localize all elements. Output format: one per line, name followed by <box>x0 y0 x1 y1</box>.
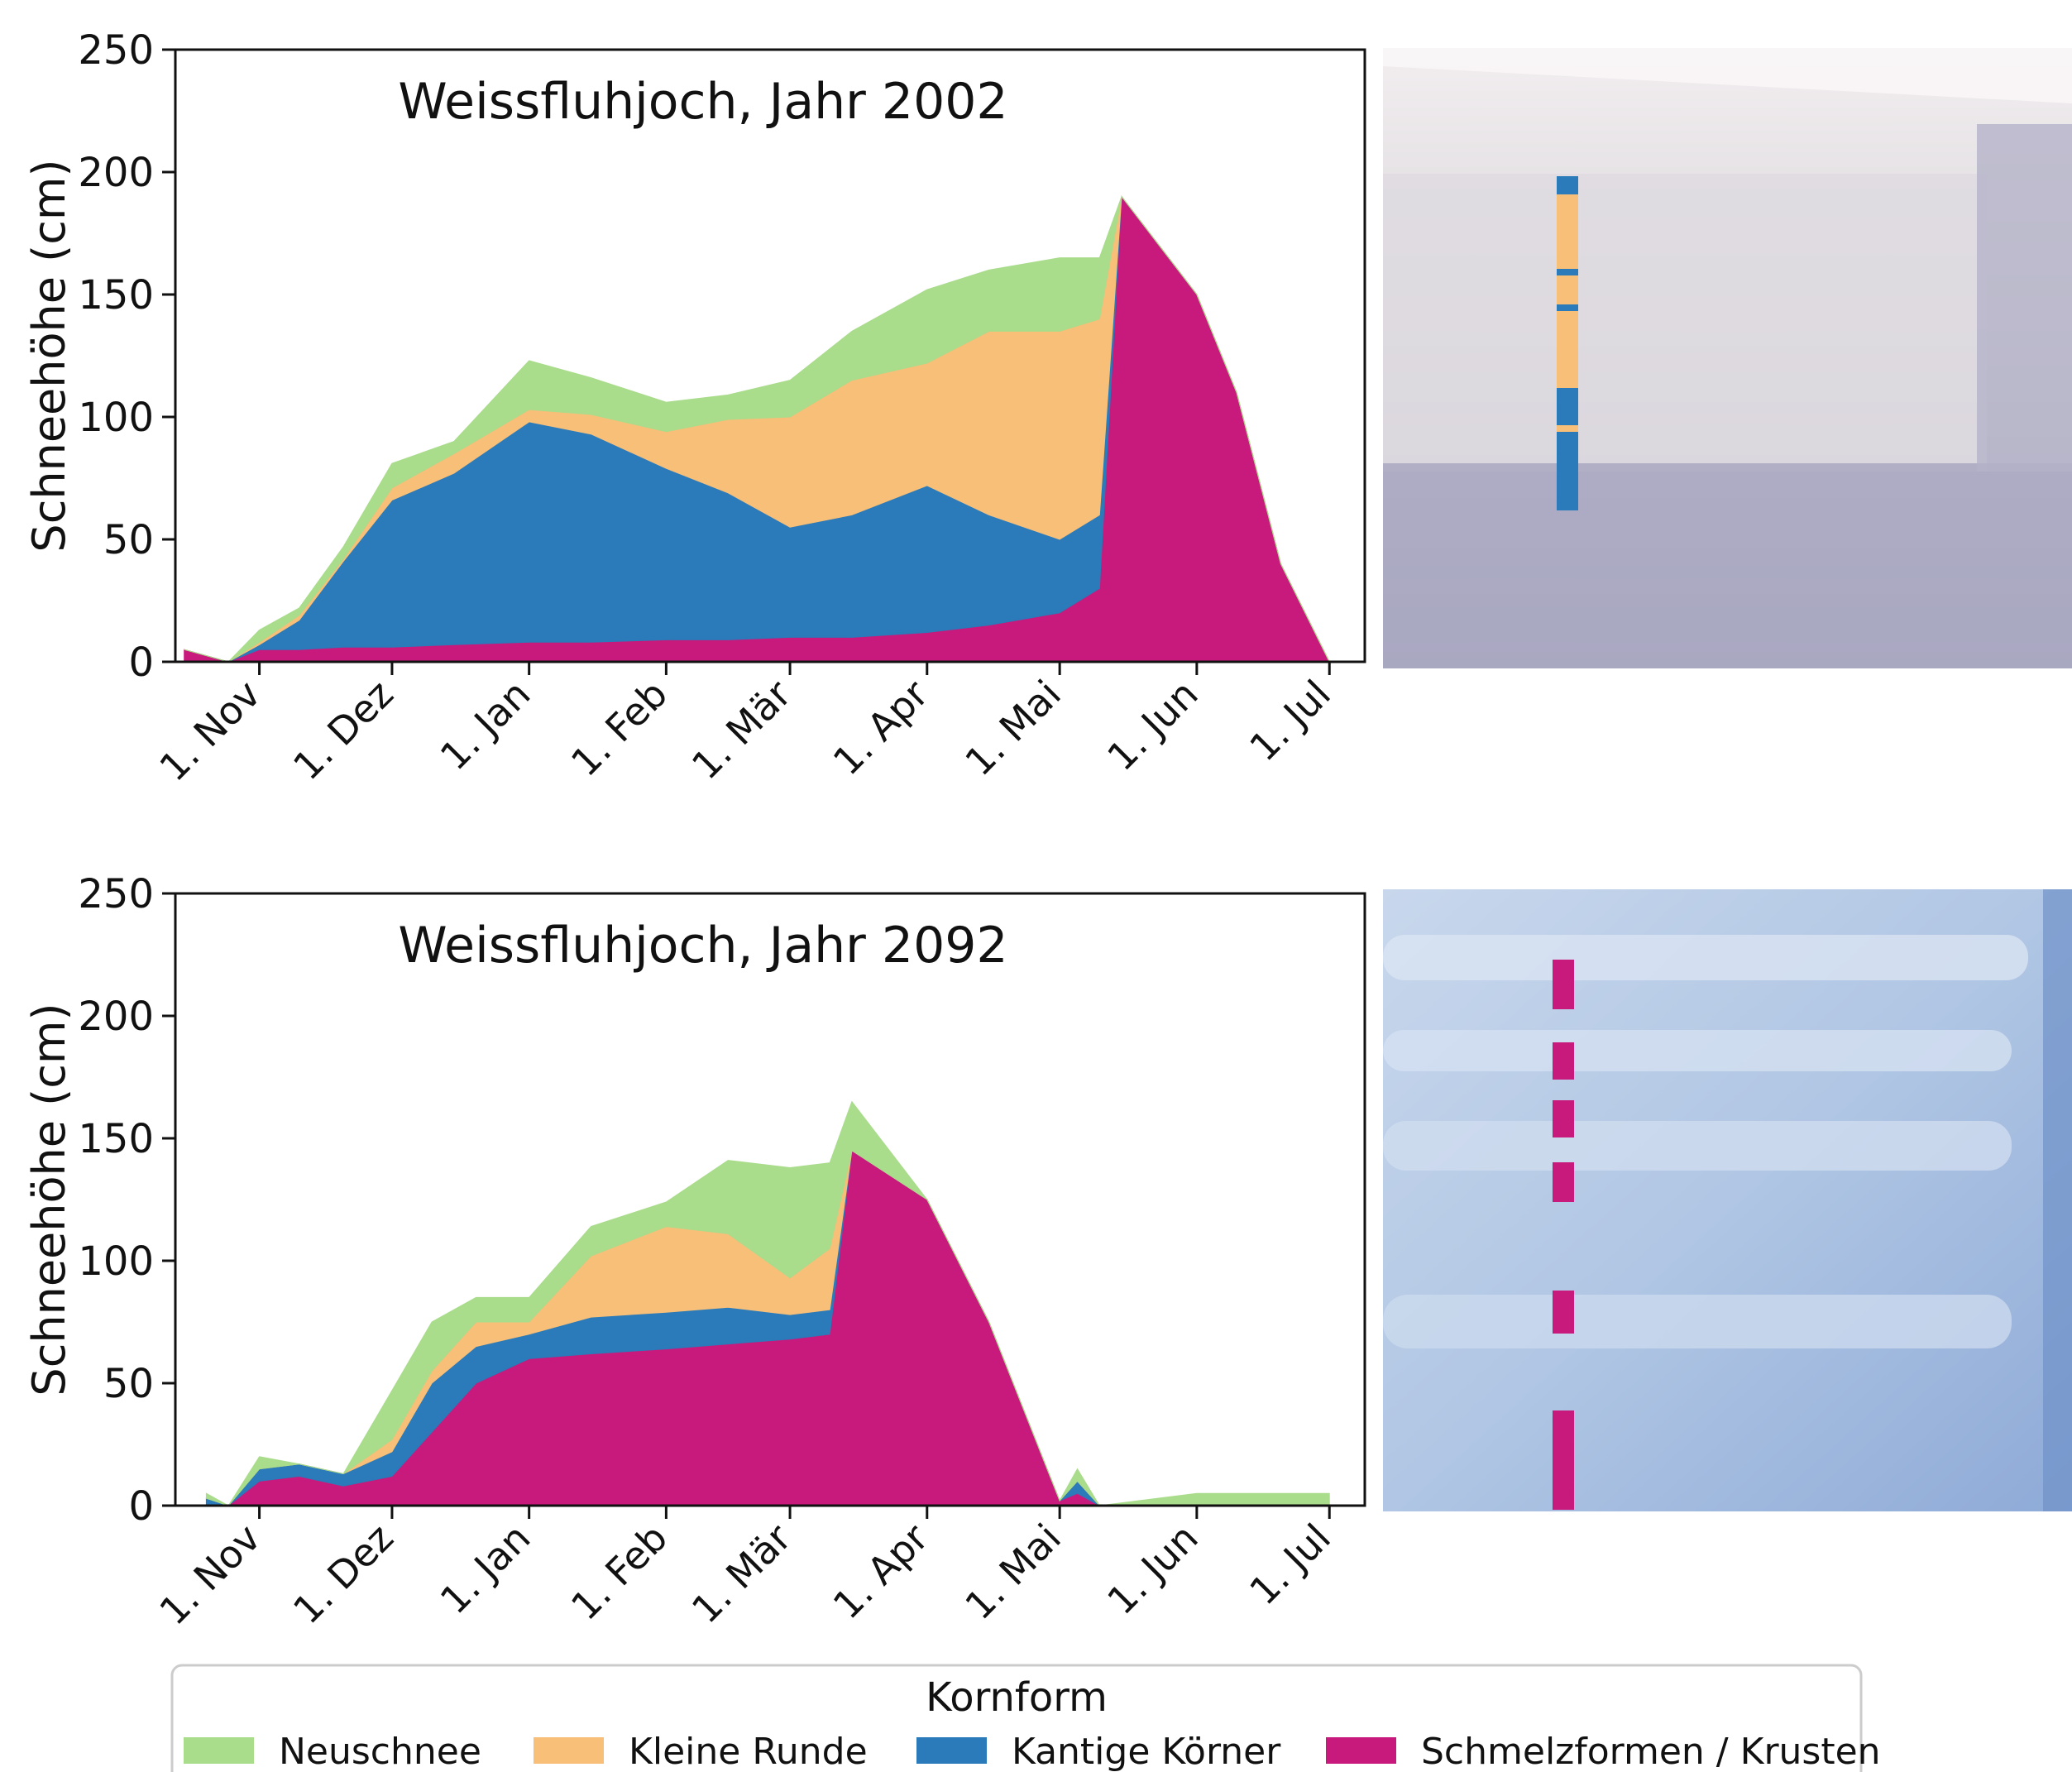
top-x-tick-label: 1. Apr <box>825 672 937 784</box>
chart-top: 0 50 100 150 200 250 1. Nov 1. Dez 1. Jan 1. Feb… <box>23 27 1366 790</box>
legend-items: Neuschnee Kleine Runde Kantige Körner Schme… <box>184 1731 1881 1772</box>
bottom-y-tick-label: 50 <box>103 1361 154 1407</box>
bottom-photo-bar-segment <box>1553 1410 1574 1510</box>
top-photo-bar-segment <box>1557 311 1578 388</box>
bottom-snow-photo <box>1383 889 2072 1511</box>
top-photo-bar-segment <box>1557 432 1578 510</box>
legend-title: Kornform <box>926 1674 1108 1721</box>
legend: Kornform Neuschnee Kleine Runde Kantige Kö… <box>170 1664 1881 1772</box>
bottom-x-tick-label: 1. Apr <box>825 1516 937 1628</box>
top-chart-title: Weissfluhjoch, Jahr 2002 <box>398 73 1007 131</box>
bottom-photo-layer-1 <box>1383 935 2028 980</box>
top-photo-bar-segment <box>1557 194 1578 269</box>
bottom-photo-bar-segment <box>1553 1042 1574 1080</box>
top-chart-marks <box>184 195 1331 663</box>
top-photo-snow-wall <box>1383 174 1987 472</box>
legend-swatch <box>184 1737 254 1764</box>
top-y-tick-label: 0 <box>128 639 154 686</box>
top-x-tick-label: 1. Jun <box>1098 672 1206 779</box>
top-x-tick-label: 1. Mai <box>956 672 1069 785</box>
bottom-x-tick-label: 1. Dez <box>285 1516 402 1633</box>
bottom-x-axis: 1. Nov 1. Dez 1. Jan 1. Feb 1. Mär 1. Apr 1. M… <box>151 1506 1339 1634</box>
bottom-photo-layer-3 <box>1383 1121 2012 1171</box>
bottom-photo-edge <box>2043 889 2072 1511</box>
bottom-chart-title: Weissfluhjoch, Jahr 2092 <box>398 917 1007 975</box>
legend-swatch <box>1326 1737 1396 1764</box>
legend-label: Neuschnee <box>279 1731 481 1772</box>
top-x-tick-label: 1. Dez <box>285 672 402 789</box>
bottom-y-tick-label: 250 <box>78 871 154 917</box>
bottom-chart-marks <box>205 1100 1330 1506</box>
bottom-y-axis: 0 50 100 150 200 250 <box>78 871 175 1530</box>
bottom-photo-bar-segment <box>1553 1162 1574 1202</box>
top-x-tick-label: 1. Mär <box>683 672 800 788</box>
top-x-tick-label: 1. Jan <box>432 672 539 779</box>
bottom-y-tick-label: 150 <box>78 1116 154 1162</box>
top-x-tick-label: 1. Jul <box>1241 672 1339 770</box>
bottom-x-tick-label: 1. Jun <box>1098 1516 1206 1623</box>
bottom-y-tick-label: 200 <box>78 994 154 1040</box>
top-y-axis-label: Schneehöhe (cm) <box>23 159 75 552</box>
legend-label: Kleine Runde <box>629 1731 868 1772</box>
bottom-plot-frame <box>174 892 1366 1507</box>
top-snow-photo <box>1383 48 2072 668</box>
bottom-y-tick-label: 0 <box>128 1483 154 1530</box>
top-photo-bar-segment <box>1557 304 1578 311</box>
bottom-photo-bar-segment <box>1553 960 1574 1009</box>
bottom-photo-layer-4 <box>1383 1295 2012 1348</box>
top-x-tick-label: 1. Nov <box>151 672 269 790</box>
bottom-x-tick-label: 1. Mai <box>956 1516 1069 1629</box>
top-photo-snow-debris <box>1383 463 2072 668</box>
bottom-x-tick-label: 1. Mär <box>683 1516 800 1632</box>
top-y-tick-label: 150 <box>78 272 154 318</box>
top-photo-side-wall <box>1977 124 2072 472</box>
bottom-x-tick-label: 1. Feb <box>562 1516 676 1629</box>
legend-label: Kantige Körner <box>1012 1731 1281 1772</box>
bottom-photo-layer-2 <box>1383 1030 2012 1071</box>
bottom-photo-bar-segment <box>1553 1291 1574 1334</box>
top-y-axis: 0 50 100 150 200 250 <box>78 27 175 686</box>
bottom-x-tick-label: 1. Jul <box>1241 1516 1339 1614</box>
top-photo-bar-segment <box>1557 176 1578 194</box>
bottom-y-tick-label: 100 <box>78 1238 154 1285</box>
top-x-tick-label: 1. Feb <box>562 672 676 785</box>
chart-bottom: 0 50 100 150 200 250 1. Nov 1. Dez 1. Jan 1. Feb… <box>23 871 1366 1634</box>
top-photo-bar-segment <box>1557 388 1578 425</box>
bottom-x-tick-label: 1. Jan <box>432 1516 539 1623</box>
bottom-y-axis-label: Schneehöhe (cm) <box>23 1003 75 1396</box>
bottom-photo-profile-bar <box>1553 960 1574 1510</box>
top-photo-bar-segment <box>1557 269 1578 275</box>
top-y-tick-label: 100 <box>78 395 154 441</box>
top-photo-snow-surface <box>1383 48 2072 103</box>
bottom-x-tick-label: 1. Nov <box>151 1516 269 1634</box>
top-photo-bar-segment <box>1557 425 1578 432</box>
top-photo-profile-bar <box>1557 176 1578 510</box>
top-plot-frame <box>174 48 1366 663</box>
legend-label: Schmelzformen / Krusten <box>1421 1731 1881 1772</box>
bottom-photo-background <box>1383 889 2072 1511</box>
legend-swatch <box>534 1737 604 1764</box>
bottom-photo-bar-segment <box>1553 1100 1574 1137</box>
top-x-axis: 1. Nov 1. Dez 1. Jan 1. Feb 1. Mär 1. Apr 1. M… <box>151 662 1339 790</box>
top-y-tick-label: 200 <box>78 150 154 196</box>
top-y-tick-label: 250 <box>78 27 154 74</box>
top-y-tick-label: 50 <box>103 517 154 563</box>
top-photo-bar-segment <box>1557 275 1578 304</box>
legend-swatch <box>916 1737 987 1764</box>
